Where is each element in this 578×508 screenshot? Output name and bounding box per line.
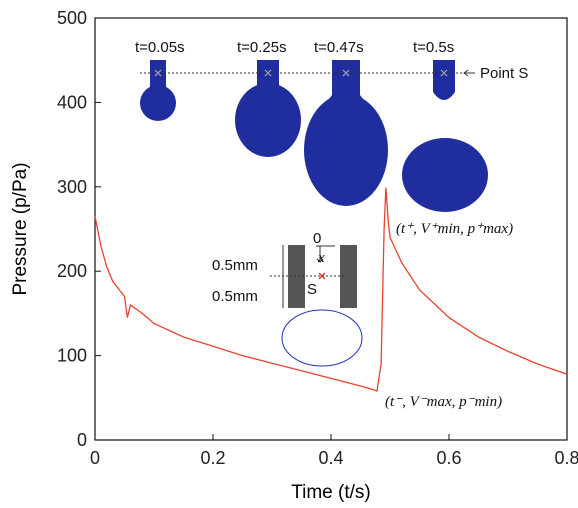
x-tick-label: 0.8 (554, 448, 578, 468)
annotation: S (307, 281, 317, 298)
schematic (270, 245, 363, 367)
y-tick-label: 300 (57, 177, 87, 197)
annotation: 0.5mm (212, 288, 258, 305)
x-axis-label: Time (t/s) (291, 482, 371, 503)
point-s-arrow (463, 69, 475, 77)
annotation: (t⁺, V⁺min, p⁺max) (396, 221, 513, 237)
point-s-marks (154, 69, 448, 77)
annotation: Point S (480, 65, 528, 82)
x-tick-label: 0 (90, 448, 100, 468)
annotation: x (317, 250, 325, 266)
annotation: (t⁻, V⁻max, p⁻min) (385, 394, 502, 410)
annotation: t=0.5s (413, 39, 454, 56)
y-tick-label: 0 (77, 430, 87, 450)
annotation: t=0.25s (237, 39, 287, 56)
x-tick-label: 0.4 (318, 448, 343, 468)
annotation: 0 (313, 230, 321, 247)
droplet-insets (140, 60, 488, 212)
pressure-line (94, 187, 568, 392)
y-tick-label: 400 (57, 92, 87, 112)
y-axis-label: Pressure (p/Pa) (10, 162, 31, 295)
y-tick-label: 500 (57, 8, 87, 28)
x-tick-label: 0.6 (436, 448, 461, 468)
y-tick-label: 200 (57, 261, 87, 281)
annotation: t=0.47s (314, 39, 364, 56)
y-tick-label: 100 (57, 346, 87, 366)
x-tick-label: 0.2 (200, 448, 225, 468)
annotation: t=0.05s (135, 39, 185, 56)
annotation: 0.5mm (212, 257, 258, 274)
